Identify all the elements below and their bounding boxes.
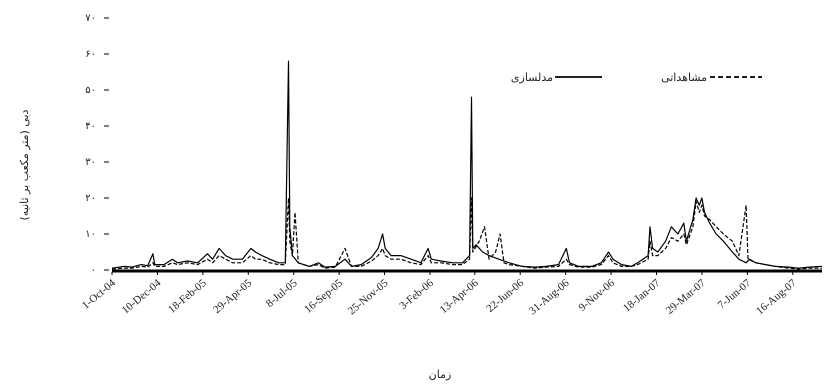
y-tick-label: ۲۰ — [85, 193, 96, 204]
x-tick-label: 22-Jun-06 — [484, 277, 526, 315]
x-tick-label: 7-Jun-07 — [716, 277, 754, 312]
x-tick-label: 18-Feb-05 — [166, 277, 209, 316]
x-tick-label: 3-Feb-06 — [397, 277, 436, 312]
legend: مدلسازی مشاهداتی — [511, 71, 762, 84]
y-axis: ۰ ۱۰ ۲۰ ۳۰ ۴۰ ۵۰ ۶۰ ۷۰ — [85, 13, 109, 276]
y-tick-label: ۱۰ — [85, 229, 96, 240]
x-tick-label: 16-Aug-07 — [754, 277, 799, 318]
x-tick-label: 29-Mar-07 — [664, 277, 708, 317]
y-axis-title: دبی (متر مکعب بر ثانیه) — [18, 109, 31, 220]
y-tick-label: ۷۰ — [85, 13, 96, 24]
legend-label: مدلسازی — [511, 71, 553, 84]
series-line-simulated — [111, 60, 823, 269]
x-axis: 1-Oct-04 10-Dec-04 18-Feb-05 29-Apr-05 8-Jul… — [80, 269, 822, 318]
x-tick-label: 13-Apr-06 — [438, 277, 481, 316]
y-tick-label: ۰ — [91, 265, 96, 276]
legend-label: مشاهداتی — [661, 71, 707, 84]
x-tick-label: 8-Jul-05 — [264, 277, 300, 310]
x-tick-label: 18-Jan-07 — [621, 277, 663, 315]
x-tick-label: 29-Apr-05 — [211, 277, 254, 316]
y-tick-label: ۵۰ — [85, 85, 96, 96]
x-tick-label: 16-Sep-05 — [302, 277, 345, 316]
x-tick-label: 1-Oct-04 — [80, 277, 119, 312]
x-tick-label: 31-Aug-06 — [527, 277, 572, 318]
series-line-observed — [111, 197, 822, 270]
x-tick-label: 25-Nov-05 — [346, 277, 391, 318]
x-tick-label: 10-Dec-04 — [120, 277, 164, 317]
x-tick-label: 9-Nov-06 — [577, 277, 618, 314]
x-axis-title: زمان — [429, 368, 452, 381]
series-layer — [111, 60, 823, 270]
y-tick-label: ۶۰ — [85, 49, 96, 60]
y-tick-label: ۳۰ — [85, 157, 96, 168]
y-tick-label: ۴۰ — [85, 121, 96, 132]
